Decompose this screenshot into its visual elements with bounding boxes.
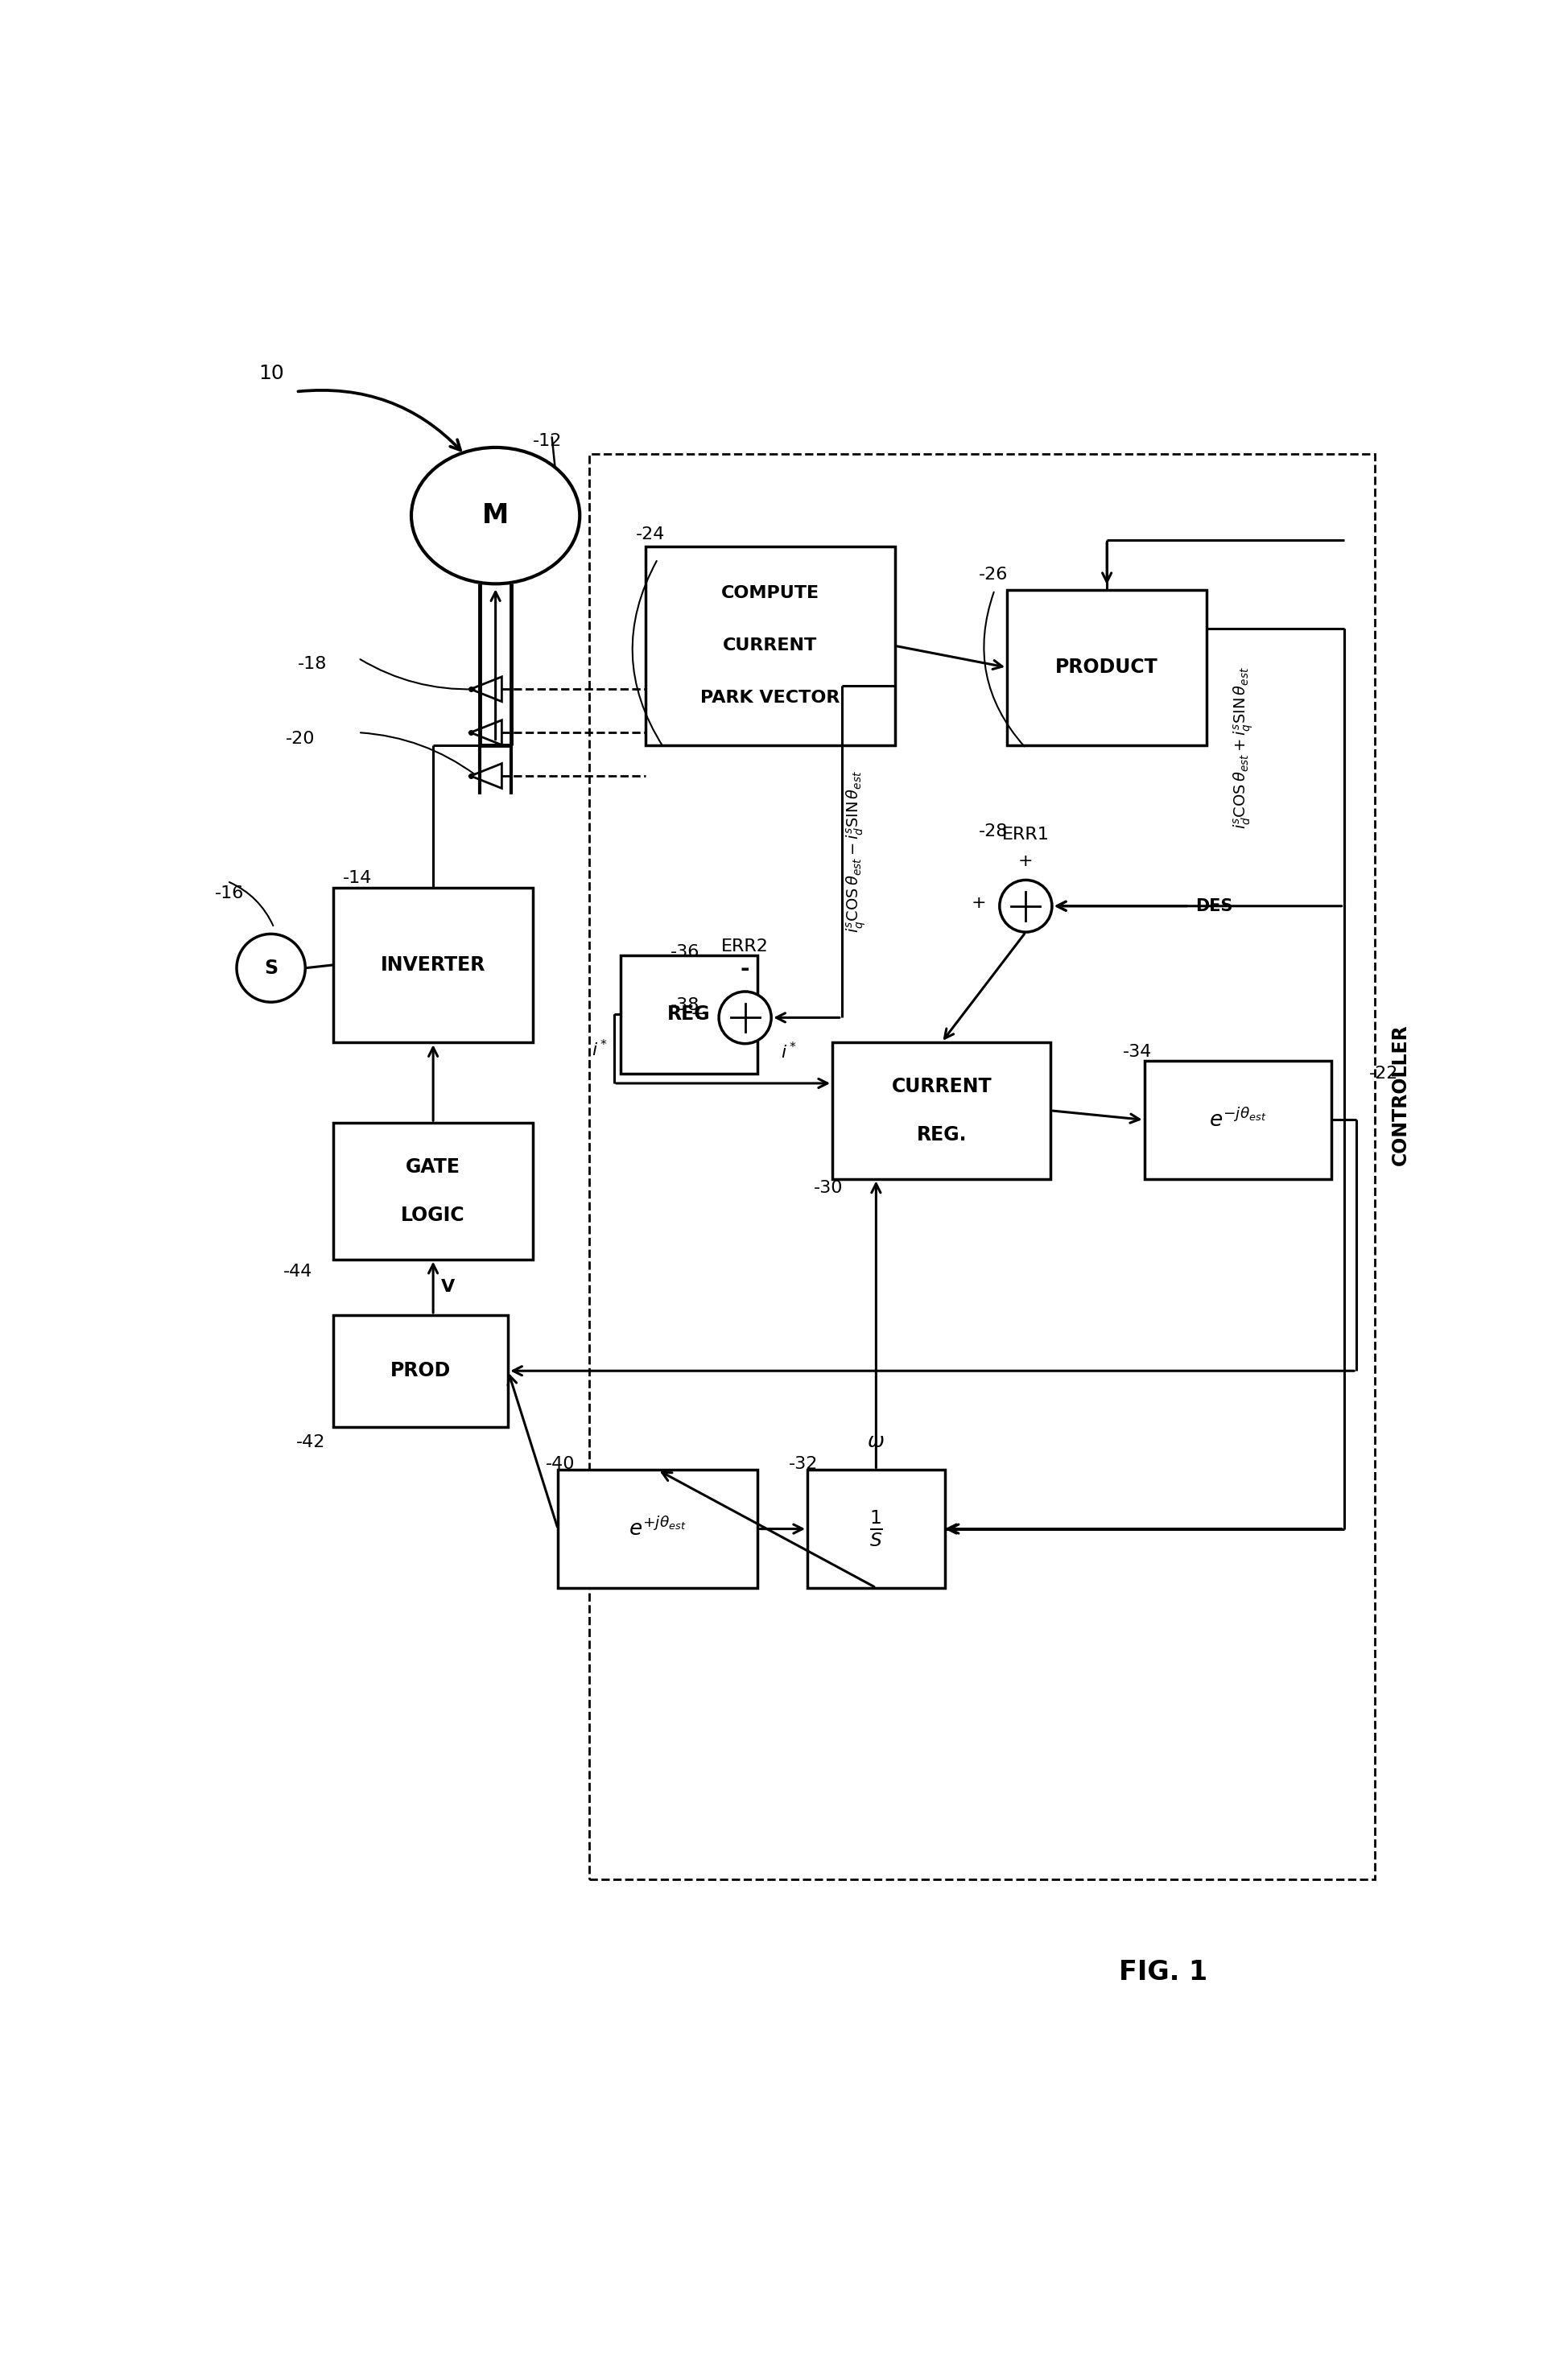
Text: -40: -40: [546, 1455, 574, 1472]
Text: -34: -34: [1121, 1043, 1151, 1060]
Text: $e^{-j\theta_{est}}$: $e^{-j\theta_{est}}$: [1209, 1109, 1265, 1130]
Text: -44: -44: [284, 1265, 312, 1279]
Text: +: +: [690, 1006, 704, 1022]
Text: -24: -24: [635, 525, 665, 542]
Text: 10: 10: [259, 363, 284, 384]
Text: REG: REG: [666, 1006, 710, 1024]
Text: PROD: PROD: [390, 1361, 450, 1380]
Text: -18: -18: [298, 657, 328, 674]
Bar: [1007, 591, 1206, 744]
Bar: [808, 1470, 944, 1587]
Bar: [332, 1314, 508, 1427]
Bar: [558, 1470, 757, 1587]
Text: $\omega$: $\omega$: [867, 1432, 884, 1451]
Circle shape: [237, 935, 306, 1003]
Text: CURRENT: CURRENT: [891, 1076, 991, 1095]
Text: +: +: [971, 895, 985, 911]
Text: -38: -38: [670, 996, 699, 1013]
Text: -30: -30: [814, 1180, 842, 1196]
Text: PARK VECTOR: PARK VECTOR: [699, 690, 839, 706]
Circle shape: [718, 991, 771, 1043]
Text: M: M: [481, 502, 508, 530]
Text: -12: -12: [533, 433, 561, 450]
Bar: [332, 888, 533, 1043]
Text: REG.: REG.: [916, 1126, 966, 1145]
Text: FIG. 1: FIG. 1: [1118, 1959, 1207, 1985]
Circle shape: [999, 881, 1052, 933]
Text: -26: -26: [978, 568, 1008, 582]
Text: S: S: [263, 958, 278, 977]
Text: -36: -36: [670, 944, 699, 961]
Text: ERR2: ERR2: [721, 937, 768, 954]
Text: COMPUTE: COMPUTE: [720, 586, 818, 601]
Text: $\frac{1}{S}$: $\frac{1}{S}$: [869, 1510, 883, 1550]
Text: ERR1: ERR1: [1002, 827, 1049, 843]
Bar: [590, 455, 1375, 1879]
Bar: [332, 1123, 533, 1260]
Text: -14: -14: [342, 869, 372, 885]
Text: -32: -32: [789, 1455, 817, 1472]
Text: PRODUCT: PRODUCT: [1055, 657, 1157, 678]
Text: -: -: [740, 958, 750, 980]
Text: LOGIC: LOGIC: [401, 1206, 466, 1225]
Text: -28: -28: [978, 824, 1008, 841]
Text: +: +: [1018, 853, 1033, 869]
Bar: [833, 1043, 1051, 1180]
Text: INVERTER: INVERTER: [381, 956, 486, 975]
Text: V: V: [441, 1279, 455, 1295]
Bar: [644, 546, 894, 744]
Text: CONTROLLER: CONTROLLER: [1389, 1024, 1410, 1166]
Text: CURRENT: CURRENT: [723, 638, 817, 655]
Text: -42: -42: [296, 1434, 325, 1451]
Text: DES: DES: [1195, 897, 1232, 914]
Text: -20: -20: [285, 730, 315, 747]
Text: GATE: GATE: [406, 1156, 461, 1178]
Text: $e^{+j\theta_{est}}$: $e^{+j\theta_{est}}$: [629, 1517, 687, 1540]
Ellipse shape: [411, 447, 580, 584]
Text: $i_q^s \mathrm{COS}\,\theta_{est} - i_d^s \mathrm{SIN}\,\theta_{est}$: $i_q^s \mathrm{COS}\,\theta_{est} - i_d^…: [845, 770, 867, 933]
Text: -22: -22: [1369, 1064, 1397, 1081]
Text: $i^*$: $i^*$: [781, 1041, 797, 1062]
Text: $i^*$: $i^*$: [591, 1039, 607, 1060]
Text: -16: -16: [215, 885, 245, 902]
Bar: [1143, 1062, 1331, 1180]
Bar: [619, 956, 757, 1074]
Text: $i_d^s \mathrm{COS}\,\theta_{est} + i_q^s \mathrm{SIN}\,\theta_{est}$: $i_d^s \mathrm{COS}\,\theta_{est} + i_q^…: [1231, 666, 1254, 829]
